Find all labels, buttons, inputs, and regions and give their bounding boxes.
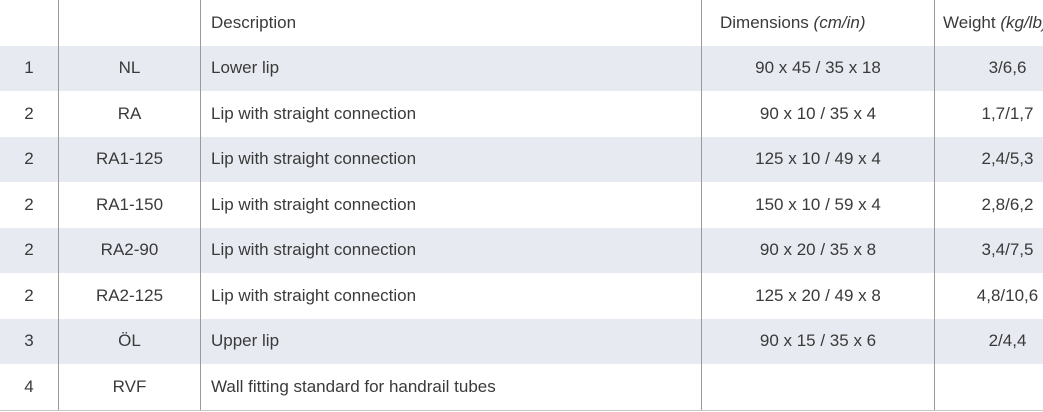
header-row: Description Dimensions (cm/in) Weight (k… — [0, 0, 1043, 46]
table-cell: 125 x 20 / 49 x 8 — [701, 273, 935, 319]
table-cell: 150 x 10 / 59 x 4 — [701, 182, 935, 228]
table-cell: Lip with straight connection — [200, 182, 702, 228]
header-cell — [0, 0, 59, 46]
table-cell: RA2-125 — [58, 273, 201, 319]
table-cell: 3 — [0, 318, 59, 364]
header-unit: (cm/in) — [813, 12, 866, 32]
table-row: 2 RA1-150 Lip with straight connection 150 … — [0, 182, 1043, 228]
table-row: 3 ÖL Upper lip 90 x 15 / 35 x 6 2/4,4 — [0, 318, 1043, 364]
table-row: 2 RA1-125 Lip with straight connection 125 … — [0, 136, 1043, 182]
header-cell: Description — [200, 0, 702, 46]
table-cell: NL — [58, 45, 201, 91]
header-cell — [58, 0, 201, 46]
table-cell: Wall fitting standard for handrail tubes — [200, 364, 702, 411]
table-cell: Upper lip — [200, 318, 702, 364]
table-cell: RA2-90 — [58, 227, 201, 273]
table-cell — [701, 364, 935, 411]
header-text: Dimensions — [720, 12, 809, 32]
header-cell: Dimensions (cm/in) — [701, 0, 935, 46]
table-cell: 90 x 10 / 35 x 4 — [701, 91, 935, 137]
table-cell — [934, 364, 1043, 411]
header-unit: (kg/lb) — [1000, 12, 1043, 32]
table-cell: 2,4/5,3 — [934, 136, 1043, 182]
header-cell: Weight (kg/lb) — [934, 0, 1043, 46]
table-cell: Lip with straight connection — [200, 227, 702, 273]
table-row: 2 RA2-90 Lip with straight connection 90 x … — [0, 227, 1043, 273]
table-cell: 2 — [24, 285, 34, 305]
table-cell: 2 — [24, 194, 34, 214]
table-cell: 2 — [0, 136, 59, 182]
table-row: 2 RA2-125 Lip with straight connection 125 … — [0, 273, 1043, 319]
table-cell: 2,8/6,2 — [934, 182, 1043, 228]
table-cell: 125 x 10 / 49 x 4 — [701, 136, 935, 182]
table-cell: 3,4/7,5 — [934, 227, 1043, 273]
table-row: 2 RA Lip with straight connection 90 x 10 /… — [0, 91, 1043, 137]
table-cell: 1,7/1,7 — [934, 91, 1043, 137]
table-row: 1 NL Lower lip 90 x 45 / 35 x 18 3/6,6 — [0, 45, 1043, 91]
table-row: 4 RVF Wall fitting standard for handrail t… — [0, 364, 1043, 411]
header-text: Description — [211, 12, 297, 32]
table-cell: RA — [58, 91, 201, 137]
table-cell: RVF — [58, 364, 201, 411]
table-cell: Lower lip — [200, 45, 702, 91]
table-cell: ÖL — [58, 318, 201, 364]
table-cell: 2 — [0, 227, 59, 273]
table-cell: 1 — [0, 45, 59, 91]
table-cell: 90 x 20 / 35 x 8 — [701, 227, 935, 273]
table-cell: Lip with straight connection — [200, 136, 702, 182]
table-cell: Lip with straight connection — [200, 91, 702, 137]
table-body: 1 NL Lower lip 90 x 45 / 35 x 18 3/6,6 2 RA Lip… — [0, 45, 1043, 411]
table-cell: 2 — [24, 103, 34, 123]
header-text: Weight — [943, 12, 996, 32]
table-cell: 3/6,6 — [934, 45, 1043, 91]
table-cell: RA1-150 — [58, 182, 201, 228]
table-cell: RA1-125 — [58, 136, 201, 182]
table-cell: Lip with straight connection — [200, 273, 702, 319]
table-cell: 4,8/10,6 — [934, 273, 1043, 319]
table-cell: 90 x 15 / 35 x 6 — [701, 318, 935, 364]
table-cell: 90 x 45 / 35 x 18 — [701, 45, 935, 91]
table-cell: 2/4,4 — [934, 318, 1043, 364]
table-cell: 4 — [0, 364, 59, 411]
table-header: Description Dimensions (cm/in) Weight (k… — [0, 0, 1043, 46]
